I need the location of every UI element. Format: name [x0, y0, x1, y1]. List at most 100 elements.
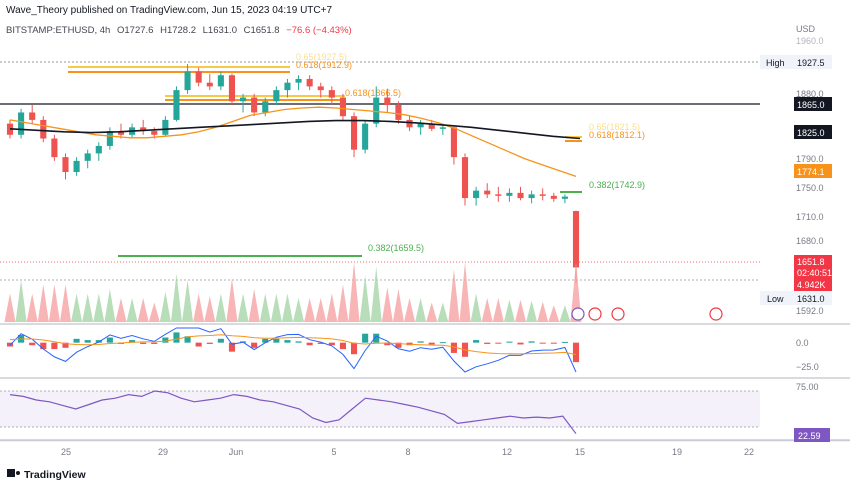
- time-tick: 19: [672, 447, 682, 457]
- rsi-value: 22.59: [798, 431, 821, 441]
- macd-histogram-bar: [506, 341, 513, 343]
- volume-bar: [337, 284, 349, 322]
- macd-histogram-bar: [295, 341, 302, 343]
- candle-body: [184, 71, 191, 91]
- price-tick: 1592.0: [796, 306, 824, 316]
- macd-histogram-bar: [262, 338, 269, 343]
- volume-bar: [370, 266, 382, 322]
- flag-icon[interactable]: [709, 307, 723, 321]
- volume-bar: [326, 293, 338, 322]
- macd-histogram-bar: [284, 340, 291, 343]
- price-tick: 1960.0: [796, 36, 824, 46]
- fib-label: 0.382(1742.9): [589, 180, 645, 190]
- candle-body: [572, 211, 580, 268]
- macd-line: [9, 327, 577, 373]
- low-tag-label: Low: [767, 294, 784, 304]
- volume-bar: [293, 298, 305, 322]
- macd-histogram-bar: [228, 342, 236, 352]
- volume-bar: [548, 305, 560, 322]
- volume-bar: [448, 269, 460, 322]
- price-tick: 1750.0: [796, 183, 824, 193]
- flag-icon[interactable]: [588, 307, 602, 321]
- rsi-tag: [794, 428, 830, 442]
- volume-bar: [570, 262, 582, 322]
- candles-group: [6, 64, 580, 283]
- volume-bar: [348, 262, 360, 322]
- volume-bar: [137, 298, 149, 322]
- candle-body: [262, 101, 269, 113]
- ema-value: 1774.1: [797, 167, 825, 177]
- volume-bar: [148, 302, 160, 322]
- event-icon[interactable]: [571, 307, 585, 321]
- candle-body: [461, 157, 469, 199]
- macd-histogram-bar: [129, 340, 136, 343]
- volume-bar: [481, 298, 493, 322]
- price-tick: 1710.0: [796, 212, 824, 222]
- volume-bar: [93, 293, 105, 322]
- candle-body: [362, 123, 369, 150]
- macd-histogram-bar: [339, 342, 346, 350]
- volume-bar: [514, 299, 527, 322]
- macd-histogram-bar: [561, 341, 568, 343]
- volume-bar: [48, 284, 60, 322]
- publish-header: Wave_Theory published on TradingView.com…: [6, 5, 333, 16]
- macd-histogram-bar: [350, 342, 358, 355]
- high-tag-label: High: [766, 58, 785, 68]
- time-tick: 22: [744, 447, 754, 457]
- candle-body: [528, 194, 535, 199]
- macd-histogram-bar: [450, 342, 457, 353]
- macd-histogram-bar: [517, 342, 524, 345]
- candle-body: [95, 145, 102, 154]
- macd-histogram-bar: [439, 342, 446, 344]
- fib-label: 0.618(1866.5): [345, 88, 401, 98]
- time-tick: 29: [158, 447, 168, 457]
- macd-histogram-bar: [317, 342, 324, 344]
- macd-signal-line: [9, 334, 577, 356]
- volume-bar: [270, 293, 282, 322]
- low-tag: [760, 291, 794, 305]
- macd-histogram-bar: [84, 340, 91, 343]
- macd-histogram-bar: [495, 342, 502, 344]
- volume-bar: [204, 296, 216, 322]
- macd-pane: [6, 327, 580, 373]
- fib-label: 0.618(1912.9): [296, 60, 352, 70]
- last-price-tag: [794, 255, 832, 291]
- volume-value: 4.942K: [797, 280, 826, 290]
- volume-bar: [259, 293, 271, 322]
- macd-histogram-bar: [362, 333, 369, 343]
- flag-icon[interactable]: [611, 307, 625, 321]
- volume-bar: [315, 298, 327, 322]
- time-axis: 25 29 Jun 5 8 12 15 19 22: [61, 447, 754, 457]
- macd-histogram-bar: [251, 342, 258, 348]
- last-price: 1651.8: [797, 257, 825, 267]
- macd-tick: 0.0: [796, 338, 809, 348]
- rsi-tick: 75.00: [796, 382, 819, 392]
- volume-bar: [248, 289, 260, 322]
- volume-bar: [215, 293, 227, 322]
- volume-group: [4, 262, 582, 322]
- rsi-pane: [0, 390, 760, 435]
- candle-body: [18, 112, 25, 135]
- volume-bar: [415, 298, 427, 322]
- candle-body: [484, 190, 491, 195]
- fib-label: 0.382(1659.5): [368, 243, 424, 253]
- candle-body: [73, 160, 80, 173]
- volume-bar: [170, 273, 183, 322]
- price-tick: 1880.0: [796, 89, 824, 99]
- volume-bar: [59, 284, 72, 322]
- macd-histogram-bar: [550, 342, 557, 344]
- candle-body: [406, 119, 413, 128]
- macd-histogram-bar: [151, 342, 158, 344]
- macd-histogram-bar: [217, 338, 224, 343]
- volume-bar: [426, 302, 438, 322]
- candle-body: [517, 192, 524, 199]
- volume-bar: [15, 280, 27, 322]
- logo-mark: [16, 471, 20, 475]
- volume-bar: [526, 300, 538, 322]
- ohlc-close: C1651.8: [243, 25, 280, 36]
- volume-bar: [126, 298, 138, 322]
- time-tick: 5: [331, 447, 336, 457]
- macd-histogram-bar: [173, 332, 180, 343]
